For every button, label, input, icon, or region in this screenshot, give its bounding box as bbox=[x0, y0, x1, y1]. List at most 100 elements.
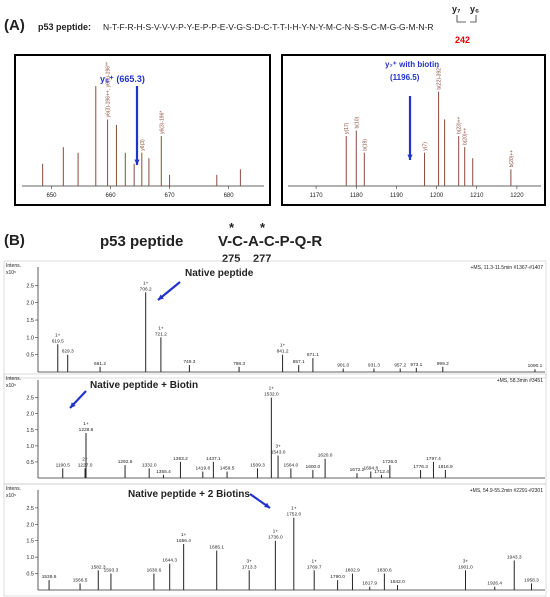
panel-label: (A) bbox=[4, 17, 25, 34]
peak-label: 1227.0 bbox=[78, 462, 93, 468]
charge-label: 1+ bbox=[143, 280, 149, 286]
peptide-sequence: V-C-A-C-P-Q-R bbox=[218, 233, 322, 250]
arrow-head bbox=[407, 154, 413, 160]
peak-label: 1593.3 bbox=[104, 568, 119, 574]
peak-label: 1582.3 bbox=[91, 564, 106, 570]
x-tick-label: 1210 bbox=[470, 193, 484, 199]
peak-label: 973.1 bbox=[410, 362, 422, 368]
arrow-head bbox=[264, 502, 270, 508]
sequence-label: p53 peptide: bbox=[38, 22, 91, 32]
peak-label: 1332.0 bbox=[142, 462, 157, 468]
y-axis-label: x10⁵ bbox=[6, 493, 16, 499]
peak-label: 1672.2 bbox=[350, 467, 365, 473]
x-tick-label: 650 bbox=[47, 193, 58, 199]
peak-label: 857.1 bbox=[293, 359, 305, 365]
peak-label: 1090.1 bbox=[528, 363, 543, 369]
spectrum-box bbox=[14, 54, 271, 206]
peak-label: 1802.9 bbox=[345, 568, 360, 574]
peak-label: 721.2 bbox=[155, 331, 167, 337]
panel-label: (B) bbox=[4, 232, 25, 249]
arrow-head bbox=[134, 159, 140, 165]
peak-label: 957.2 bbox=[394, 363, 406, 369]
scan-info: +MS, 54.9-55.2min #2291-#2301 bbox=[470, 488, 543, 494]
cleavage-marker bbox=[456, 15, 477, 23]
arrow-head bbox=[158, 294, 164, 300]
x-tick-label: 1170 bbox=[310, 193, 324, 199]
peak-label: 1776.3 bbox=[413, 464, 428, 470]
peak-label: b(22)-392* bbox=[437, 66, 443, 90]
x-tick-label: 660 bbox=[106, 193, 117, 199]
peak-label: 1532.0 bbox=[264, 392, 279, 398]
peak-label: 1752.0 bbox=[286, 512, 301, 518]
y-tick-label: 2.0 bbox=[26, 301, 34, 307]
x-tick-label: 670 bbox=[165, 193, 176, 199]
peak-label: y(7) bbox=[423, 142, 429, 151]
charge-label: 2+ bbox=[82, 456, 88, 462]
annotation: Native peptide bbox=[185, 268, 254, 279]
x-tick-label: 1220 bbox=[510, 193, 524, 199]
charge-label: 3+ bbox=[463, 558, 469, 564]
y-tick-label: 0.5 bbox=[26, 572, 34, 578]
peak-label: 1419.8 bbox=[195, 466, 210, 472]
x-tick-label: 1180 bbox=[350, 193, 364, 199]
y-axis-label: x10⁵ bbox=[6, 270, 16, 276]
charge-label: 1+ bbox=[55, 332, 61, 338]
peak-label: 1926.4 bbox=[487, 581, 502, 587]
peak-label: 1943.3 bbox=[507, 554, 522, 560]
peak-label: 1958.3 bbox=[524, 577, 539, 583]
peak-label: 841.2 bbox=[277, 349, 289, 355]
y-tick-label: 1.5 bbox=[26, 539, 34, 545]
peak-label: 1459.5 bbox=[220, 466, 235, 472]
charge-label: 1+ bbox=[158, 325, 164, 331]
peak-label: 1600.0 bbox=[306, 464, 321, 470]
peak-label: 1797.4 bbox=[426, 456, 441, 462]
spectrum-box bbox=[281, 54, 546, 206]
charge-label: 1+ bbox=[291, 506, 297, 512]
peak-label: 1901.0 bbox=[458, 564, 473, 570]
panel-frame bbox=[3, 483, 547, 597]
ion-label: y₇ bbox=[452, 4, 461, 14]
peak-label: 1694.8 bbox=[363, 466, 378, 472]
peak-label: 1712.4 bbox=[374, 469, 389, 475]
y-tick-label: 2.0 bbox=[26, 412, 34, 418]
peak-label: 1816.9 bbox=[438, 464, 453, 470]
peak-label: 1842.0 bbox=[390, 579, 405, 585]
peak-label: 999.2 bbox=[437, 361, 449, 367]
x-tick-label: 680 bbox=[224, 193, 235, 199]
y-axis-label: Intens. bbox=[6, 376, 21, 382]
sequence: N-T-F-R-H-S-V-V-V-P-Y-E-P-P-E-V-G-S-D-C-… bbox=[103, 22, 434, 32]
modification-mark: * bbox=[260, 220, 266, 235]
charge-label: 1+ bbox=[280, 343, 286, 349]
peak-label: 1383.2 bbox=[173, 456, 188, 462]
peak-label: 1228.6 bbox=[79, 427, 94, 433]
peak-label: y6(3)-196++, y6(3)-196** bbox=[106, 62, 112, 117]
peak-label: 1790.0 bbox=[330, 574, 345, 580]
y-tick-label: 1.0 bbox=[26, 444, 34, 450]
peak-label: 629.3 bbox=[62, 349, 74, 355]
annotation: Native peptide + Biotin bbox=[90, 380, 198, 391]
peak-label: 901.0 bbox=[337, 363, 349, 369]
peak-label: 1539.6 bbox=[42, 574, 57, 580]
y-axis-label: x10⁵ bbox=[6, 383, 16, 389]
peak-label: 1644.3 bbox=[162, 558, 177, 564]
ion-label: y₆ bbox=[470, 4, 479, 14]
peak-label: 749.3 bbox=[183, 359, 195, 365]
y-tick-label: 0.5 bbox=[26, 460, 34, 466]
peak-label: 1713.3 bbox=[242, 564, 257, 570]
x-tick-label: 1190 bbox=[390, 193, 404, 199]
peak-label: 1190.5 bbox=[56, 462, 71, 468]
y-tick-label: 1.0 bbox=[26, 335, 34, 341]
peptide-title: p53 peptide bbox=[100, 233, 183, 250]
peak-label: 1543.0 bbox=[271, 450, 286, 456]
peak-label: b(20)++ bbox=[509, 150, 515, 168]
peak-label: 1830.6 bbox=[377, 568, 392, 574]
y-tick-label: 2.5 bbox=[26, 396, 34, 402]
peak-label: b(10) bbox=[354, 116, 360, 128]
peak-label: 1564.0 bbox=[284, 462, 299, 468]
peak-label: 706.2 bbox=[140, 286, 152, 292]
peak-label: b(19) bbox=[362, 139, 368, 151]
scan-info: +MS, 11.3-11.5min #1367-#1407 bbox=[470, 265, 543, 271]
charge-label: 1+ bbox=[269, 386, 275, 392]
arrow-head bbox=[70, 402, 76, 408]
